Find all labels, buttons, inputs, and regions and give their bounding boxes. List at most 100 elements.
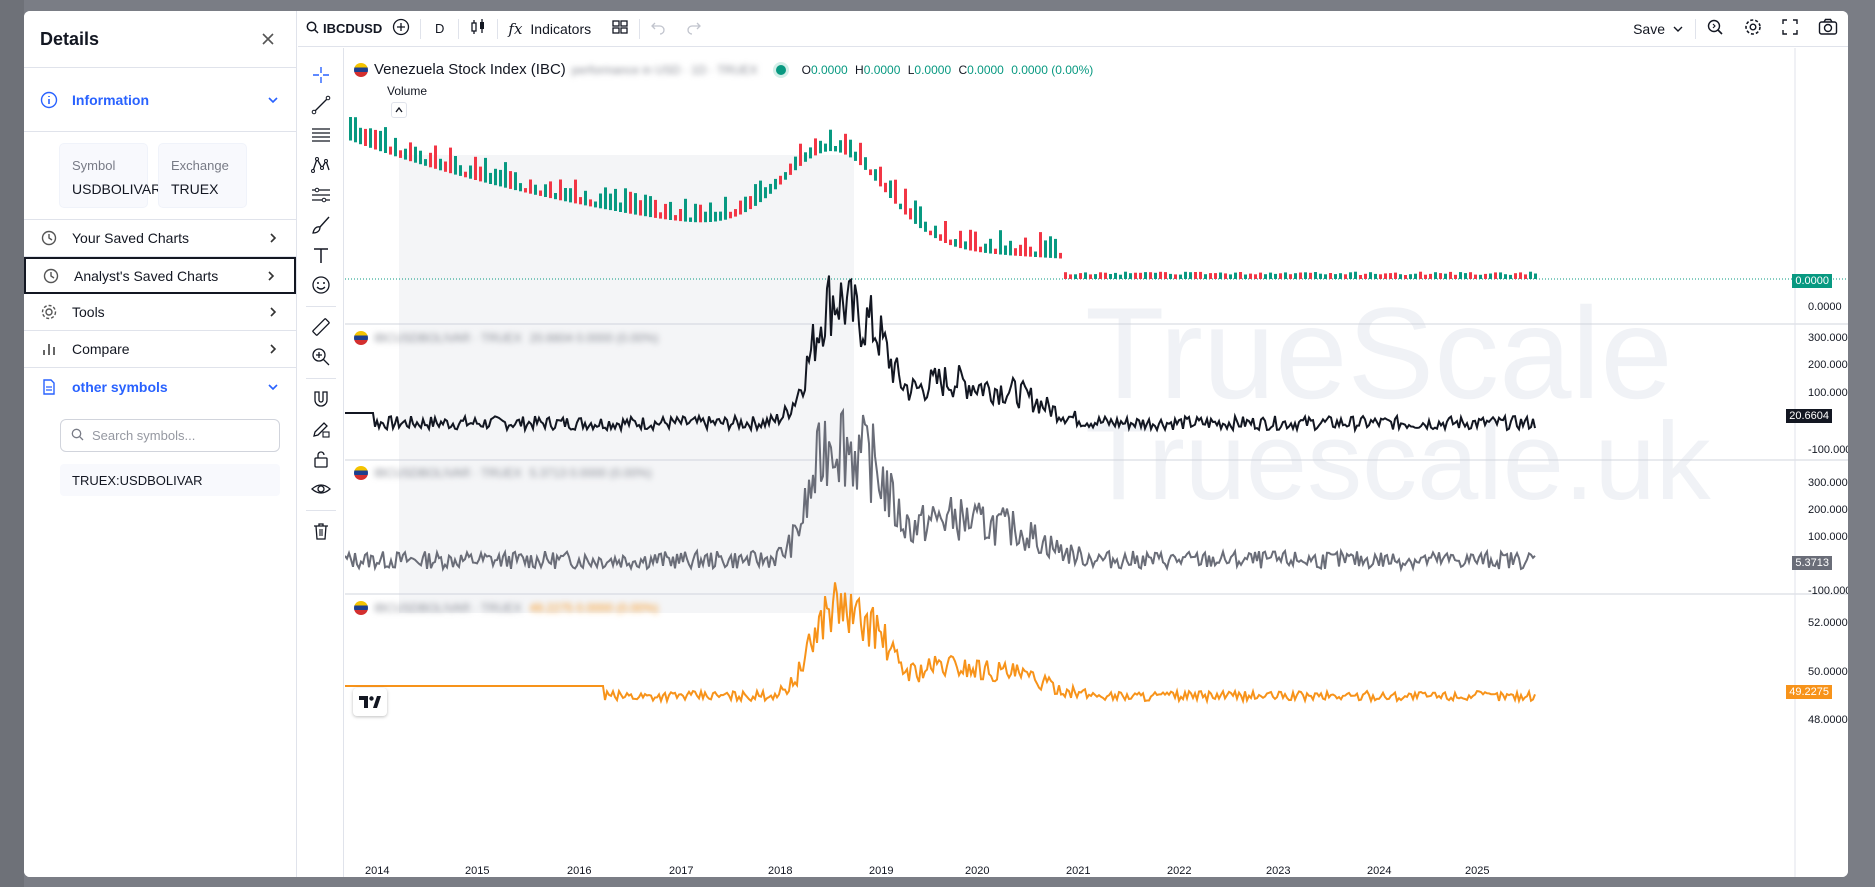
exchange-value: TRUEX [171,181,219,197]
candle [994,248,997,254]
brush-tool[interactable] [309,215,333,239]
pane2-axis-label: -100.0000 [1808,444,1848,456]
trend-line-tool[interactable] [309,95,333,119]
indicators-button[interactable]: fx Indicators [498,11,601,47]
visibility-tool[interactable] [309,479,333,503]
section-analyst-charts[interactable]: Analyst's Saved Charts [24,257,296,294]
section-other-symbols[interactable]: other symbols [24,368,296,405]
candle [659,212,662,219]
candle [1484,273,1487,279]
magnet-tool[interactable] [309,389,333,413]
text-tool[interactable] [309,245,333,269]
drawbar-divider [306,510,336,511]
date-axis-label: 2018 [768,865,793,877]
pane2-axis-label: 100.0000 [1808,387,1848,399]
section-compare[interactable]: Compare [24,331,296,368]
pattern-tool[interactable] [309,155,333,179]
zoom-tool[interactable] [309,347,333,371]
candle [1329,273,1332,279]
settings-button[interactable] [1734,11,1772,47]
remove-drawings-tool[interactable] [309,521,333,545]
candle [1479,274,1482,279]
candlestick-icon [469,18,487,39]
candle [1534,273,1537,279]
candle [1019,244,1022,256]
candle [1114,272,1117,279]
candle [384,127,387,153]
measure-tool[interactable] [309,317,333,341]
candle [709,202,712,222]
candle [959,230,962,249]
layouts-button[interactable] [601,11,639,47]
candle [1449,271,1452,279]
candle [499,169,502,187]
compare-label: Compare [72,341,130,357]
undo-icon [650,19,666,38]
candle [1129,273,1132,279]
chart-type-button[interactable] [459,11,497,47]
redo-button[interactable] [676,11,712,47]
save-button[interactable]: Save [1633,20,1665,37]
fib-tool[interactable] [309,125,333,149]
symbol-list-item[interactable]: TRUEX:USDBOLIVAR [60,464,280,496]
chart-canvas[interactable] [345,48,1848,877]
interval-button[interactable]: D [435,21,445,36]
candle [984,243,987,253]
grid-icon [611,18,629,39]
section-information[interactable]: Information [24,68,296,132]
symbol-search-input[interactable]: Search symbols... [60,419,280,452]
candle [889,180,892,198]
candle [489,172,492,184]
candle [1434,272,1437,279]
drawbar-divider [306,306,336,307]
section-tools[interactable]: Tools [24,294,296,331]
candle [759,180,762,203]
pane3-title: IBCUSDBOLIVAR · TRUEX [374,466,522,480]
candle [769,183,772,194]
add-symbol-button[interactable] [382,11,420,47]
candle [514,172,517,191]
toolbar-divider [497,18,499,39]
emoji-tool[interactable] [309,275,333,299]
crosshair-icon [311,65,331,90]
candle [1344,274,1347,279]
collapse-legend-button[interactable] [391,102,407,118]
candle [1394,272,1397,279]
projection-tool[interactable] [309,185,333,209]
series-2-line [345,275,1536,434]
fullscreen-button[interactable] [1772,11,1808,47]
candle [1399,274,1402,279]
candle [1024,237,1027,257]
candle [414,146,417,163]
ohlc-c-label: C [958,62,968,77]
candle [999,230,1002,255]
market-status-dot [775,64,786,75]
candle [374,129,377,150]
candle [939,234,942,241]
stay-drawing-tool[interactable] [309,419,333,443]
candle [394,137,397,157]
candle [1519,272,1522,279]
chart-area[interactable]: TrueScale Truescale.uk Venezuela Stock I… [345,48,1848,877]
candle [1374,273,1377,279]
close-icon[interactable] [256,27,280,51]
candle [934,225,937,239]
candle [694,203,697,223]
pencil-lock-icon [311,419,331,444]
candle [859,142,862,166]
save-menu-button[interactable] [1673,11,1695,47]
symbol-search-button[interactable]: IBCDUSDE [298,11,382,47]
quick-search-button[interactable] [1696,11,1734,47]
pane2-title: IBCUSDBOLIVAR · TRUEX [374,331,522,345]
candle [1439,273,1442,279]
candle [1349,272,1352,279]
date-axis-label: 2024 [1367,865,1392,877]
crosshair-tool[interactable] [309,65,333,89]
undo-button[interactable] [640,11,676,47]
candle [904,188,907,215]
candle [409,142,412,162]
snapshot-button[interactable] [1808,11,1848,47]
lock-tool[interactable] [309,449,333,473]
section-saved-charts[interactable]: Your Saved Charts [24,220,296,257]
horizontal-lines-icon [311,125,331,150]
